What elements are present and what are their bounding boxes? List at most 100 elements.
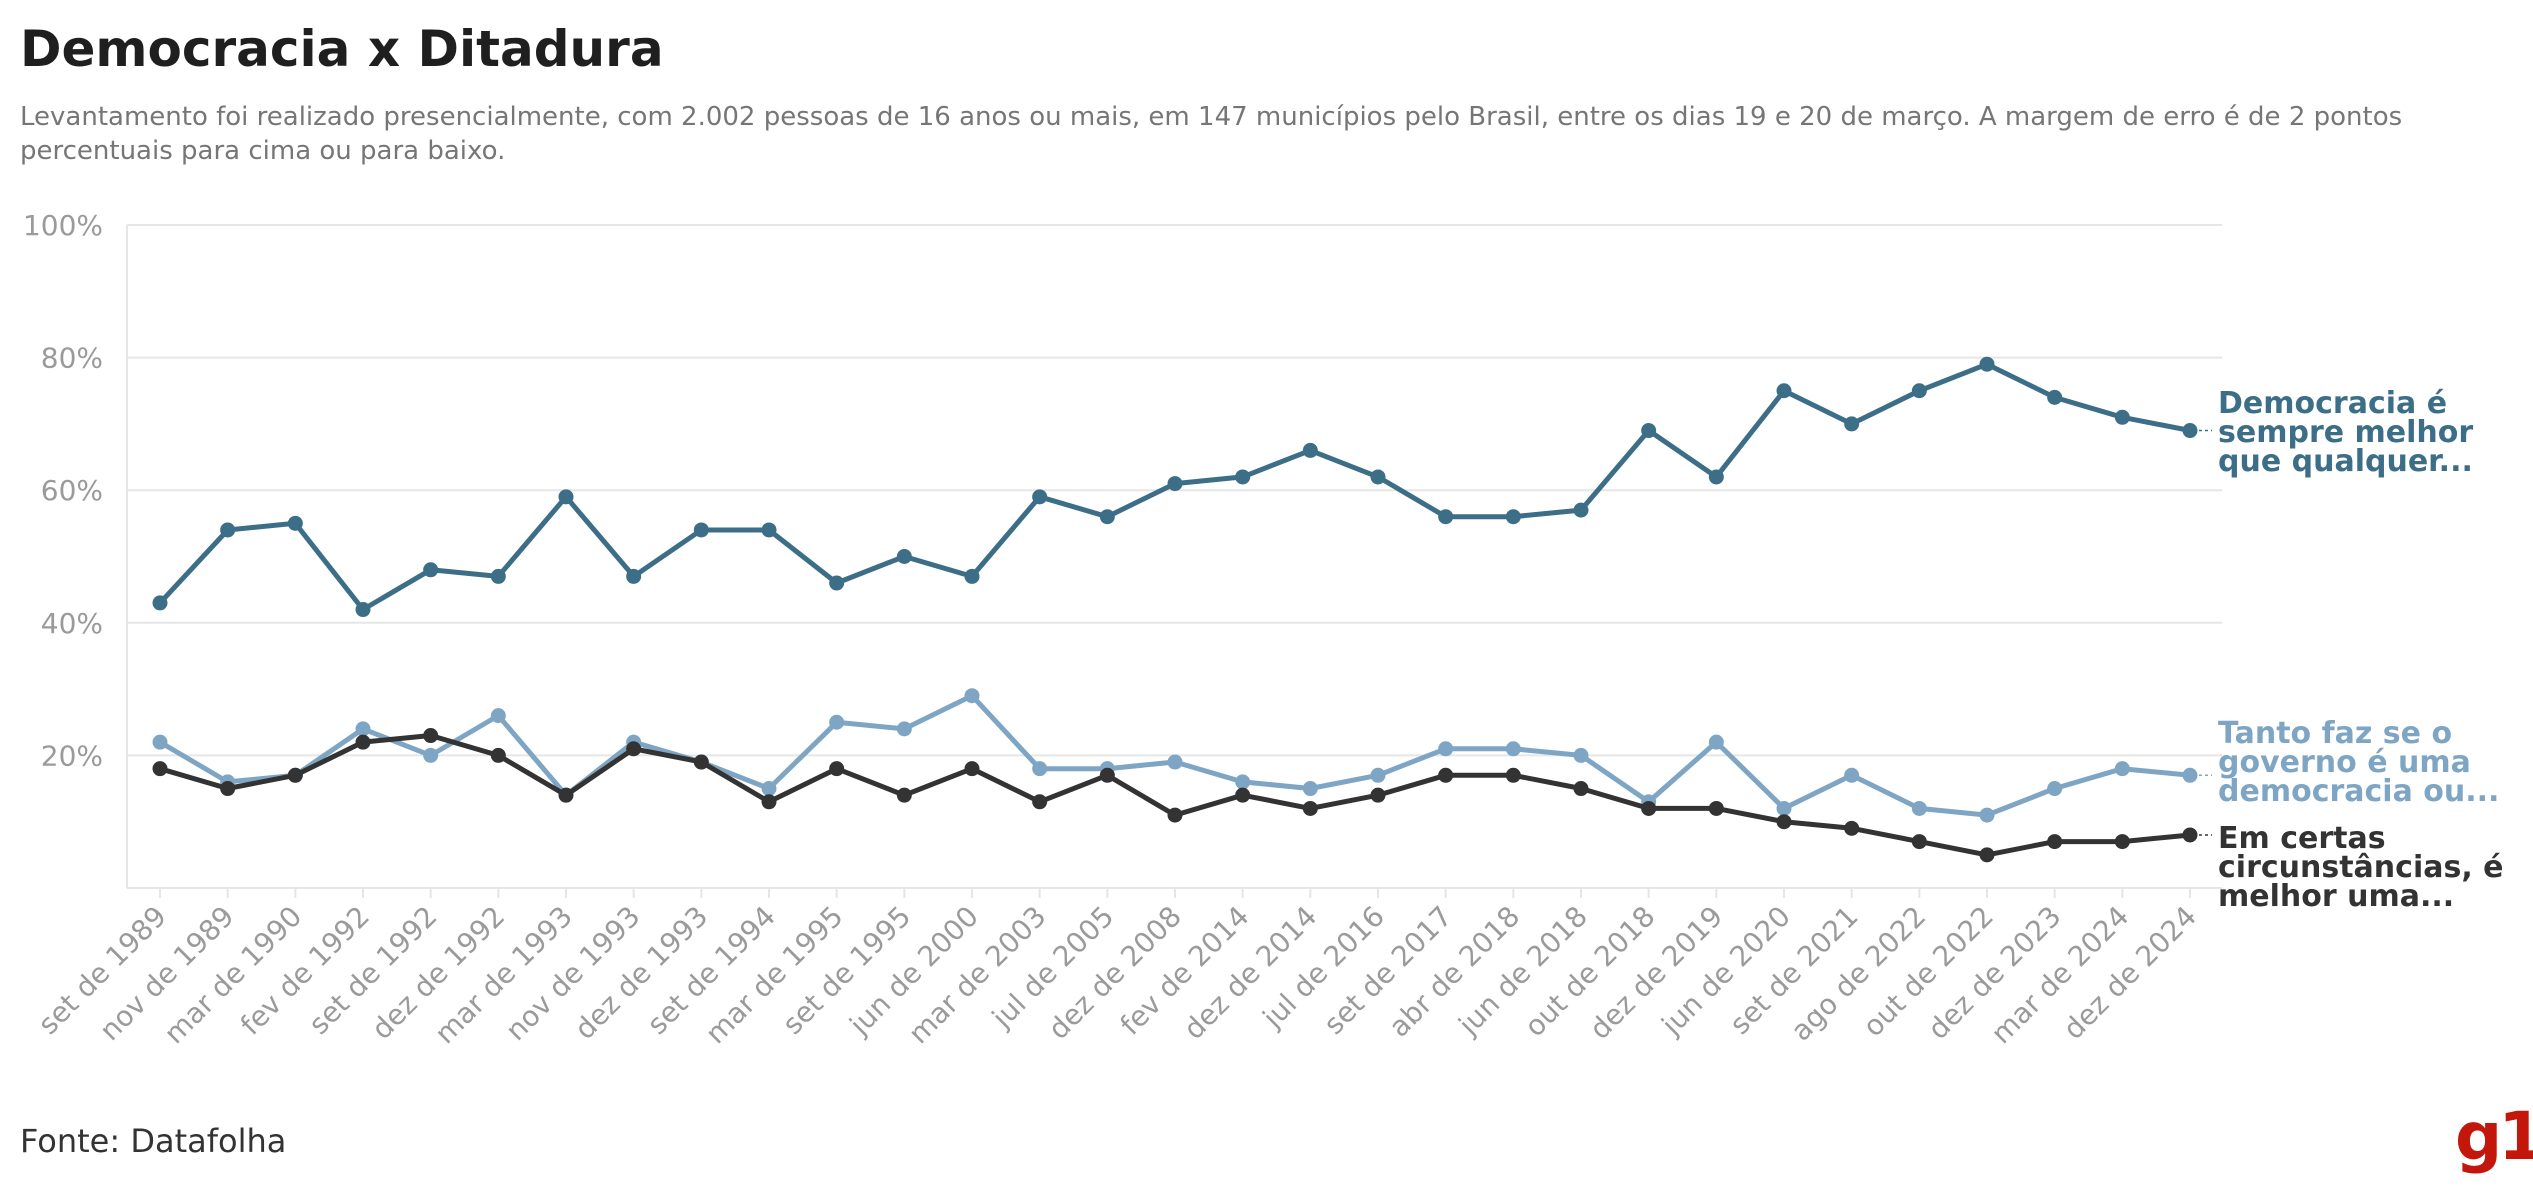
data-point-ditadura	[1370, 787, 1386, 803]
series-label-tanto_faz: Tanto faz se o governo é uma democracia ou…	[2218, 716, 2499, 809]
data-point-tanto_faz	[1505, 741, 1521, 757]
data-point-ditadura	[2114, 834, 2130, 850]
data-point-tanto_faz	[829, 714, 845, 730]
data-point-tanto_faz	[1302, 781, 1318, 797]
data-point-tanto_faz	[1776, 800, 1792, 816]
y-tick-label: 60%	[41, 474, 103, 507]
data-point-democracia	[423, 562, 439, 578]
data-point-tanto_faz	[761, 781, 777, 797]
data-point-tanto_faz	[1370, 767, 1386, 783]
y-tick-label: 80%	[41, 342, 103, 375]
data-point-democracia	[220, 522, 236, 538]
data-point-ditadura	[2182, 827, 2198, 843]
data-point-ditadura	[220, 781, 236, 797]
data-point-ditadura	[1911, 834, 1927, 850]
data-point-ditadura	[490, 747, 506, 763]
data-point-democracia	[2182, 423, 2198, 439]
data-point-ditadura	[1505, 767, 1521, 783]
data-point-ditadura	[1573, 781, 1589, 797]
y-tick-label: 20%	[41, 739, 103, 772]
series-labels: Democracia é sempre melhor que qualquer...…	[2199, 386, 2504, 914]
data-point-democracia	[2114, 409, 2130, 425]
data-point-ditadura	[1844, 820, 1860, 836]
data-point-democracia	[761, 522, 777, 538]
data-point-tanto_faz	[1167, 754, 1183, 770]
data-point-tanto_faz	[1911, 800, 1927, 816]
data-point-democracia	[1776, 383, 1792, 399]
data-point-democracia	[490, 568, 506, 584]
series-layer	[152, 356, 2198, 863]
data-point-ditadura	[1032, 794, 1048, 810]
data-point-ditadura	[287, 767, 303, 783]
data-point-tanto_faz	[355, 721, 371, 737]
data-point-democracia	[964, 568, 980, 584]
data-point-tanto_faz	[1708, 734, 1724, 750]
data-point-democracia	[1708, 469, 1724, 485]
data-point-ditadura	[693, 754, 709, 770]
data-point-tanto_faz	[423, 747, 439, 763]
data-point-ditadura	[1235, 787, 1251, 803]
data-point-democracia	[558, 489, 574, 505]
data-point-ditadura	[423, 728, 439, 744]
y-tick-label: 40%	[41, 607, 103, 640]
data-point-ditadura	[152, 761, 168, 777]
data-point-ditadura	[829, 761, 845, 777]
data-point-tanto_faz	[964, 688, 980, 704]
data-point-tanto_faz	[152, 734, 168, 750]
data-point-democracia	[1032, 489, 1048, 505]
data-point-democracia	[1438, 509, 1454, 525]
data-point-ditadura	[1167, 807, 1183, 823]
data-point-ditadura	[1979, 847, 1995, 863]
data-point-ditadura	[964, 761, 980, 777]
data-point-tanto_faz	[1979, 807, 1995, 823]
data-point-ditadura	[1099, 767, 1115, 783]
data-point-democracia	[1235, 469, 1251, 485]
data-point-ditadura	[1776, 814, 1792, 830]
data-point-ditadura	[1438, 767, 1454, 783]
chart-title: Democracia x Ditadura	[20, 20, 664, 78]
data-point-democracia	[1370, 469, 1386, 485]
data-point-tanto_faz	[896, 721, 912, 737]
data-point-tanto_faz	[1032, 761, 1048, 777]
data-point-democracia	[287, 515, 303, 531]
data-point-democracia	[355, 602, 371, 618]
data-point-democracia	[693, 522, 709, 538]
g1-logo: g1	[2455, 1098, 2533, 1175]
y-tick-label: 100%	[23, 209, 103, 242]
data-point-democracia	[2047, 389, 2063, 405]
data-point-tanto_faz	[490, 708, 506, 724]
data-point-democracia	[1505, 509, 1521, 525]
data-point-democracia	[1844, 416, 1860, 432]
data-point-tanto_faz	[1438, 741, 1454, 757]
data-point-democracia	[1167, 476, 1183, 492]
data-point-democracia	[829, 575, 845, 591]
data-point-democracia	[626, 568, 642, 584]
data-point-tanto_faz	[1573, 747, 1589, 763]
data-point-tanto_faz	[1235, 774, 1251, 790]
data-point-ditadura	[761, 794, 777, 810]
data-point-tanto_faz	[2047, 781, 2063, 797]
axis-layer: 100% 80% 60% 40% 20%	[23, 209, 2222, 898]
data-point-democracia	[152, 595, 168, 611]
data-point-ditadura	[626, 741, 642, 757]
series-line-ditadura	[157, 733, 2193, 858]
data-point-democracia	[1911, 383, 1927, 399]
data-point-ditadura	[1302, 800, 1318, 816]
data-point-democracia	[1641, 423, 1657, 439]
data-point-ditadura	[2047, 834, 2063, 850]
data-point-ditadura	[558, 787, 574, 803]
data-point-tanto_faz	[2182, 767, 2198, 783]
data-point-ditadura	[1708, 800, 1724, 816]
data-point-tanto_faz	[2114, 761, 2130, 777]
data-point-democracia	[1099, 509, 1115, 525]
data-point-ditadura	[1641, 800, 1657, 816]
chart-subtitle: Levantamento foi realizado presencialmen…	[20, 102, 2403, 166]
data-point-democracia	[896, 549, 912, 564]
series-label-ditadura: Em certas circunstâncias, é melhor uma...	[2218, 821, 2504, 914]
data-point-ditadura	[355, 734, 371, 750]
data-point-democracia	[1573, 502, 1589, 518]
source-note: Fonte: Datafolha	[20, 1122, 287, 1160]
data-point-democracia	[1302, 442, 1318, 458]
